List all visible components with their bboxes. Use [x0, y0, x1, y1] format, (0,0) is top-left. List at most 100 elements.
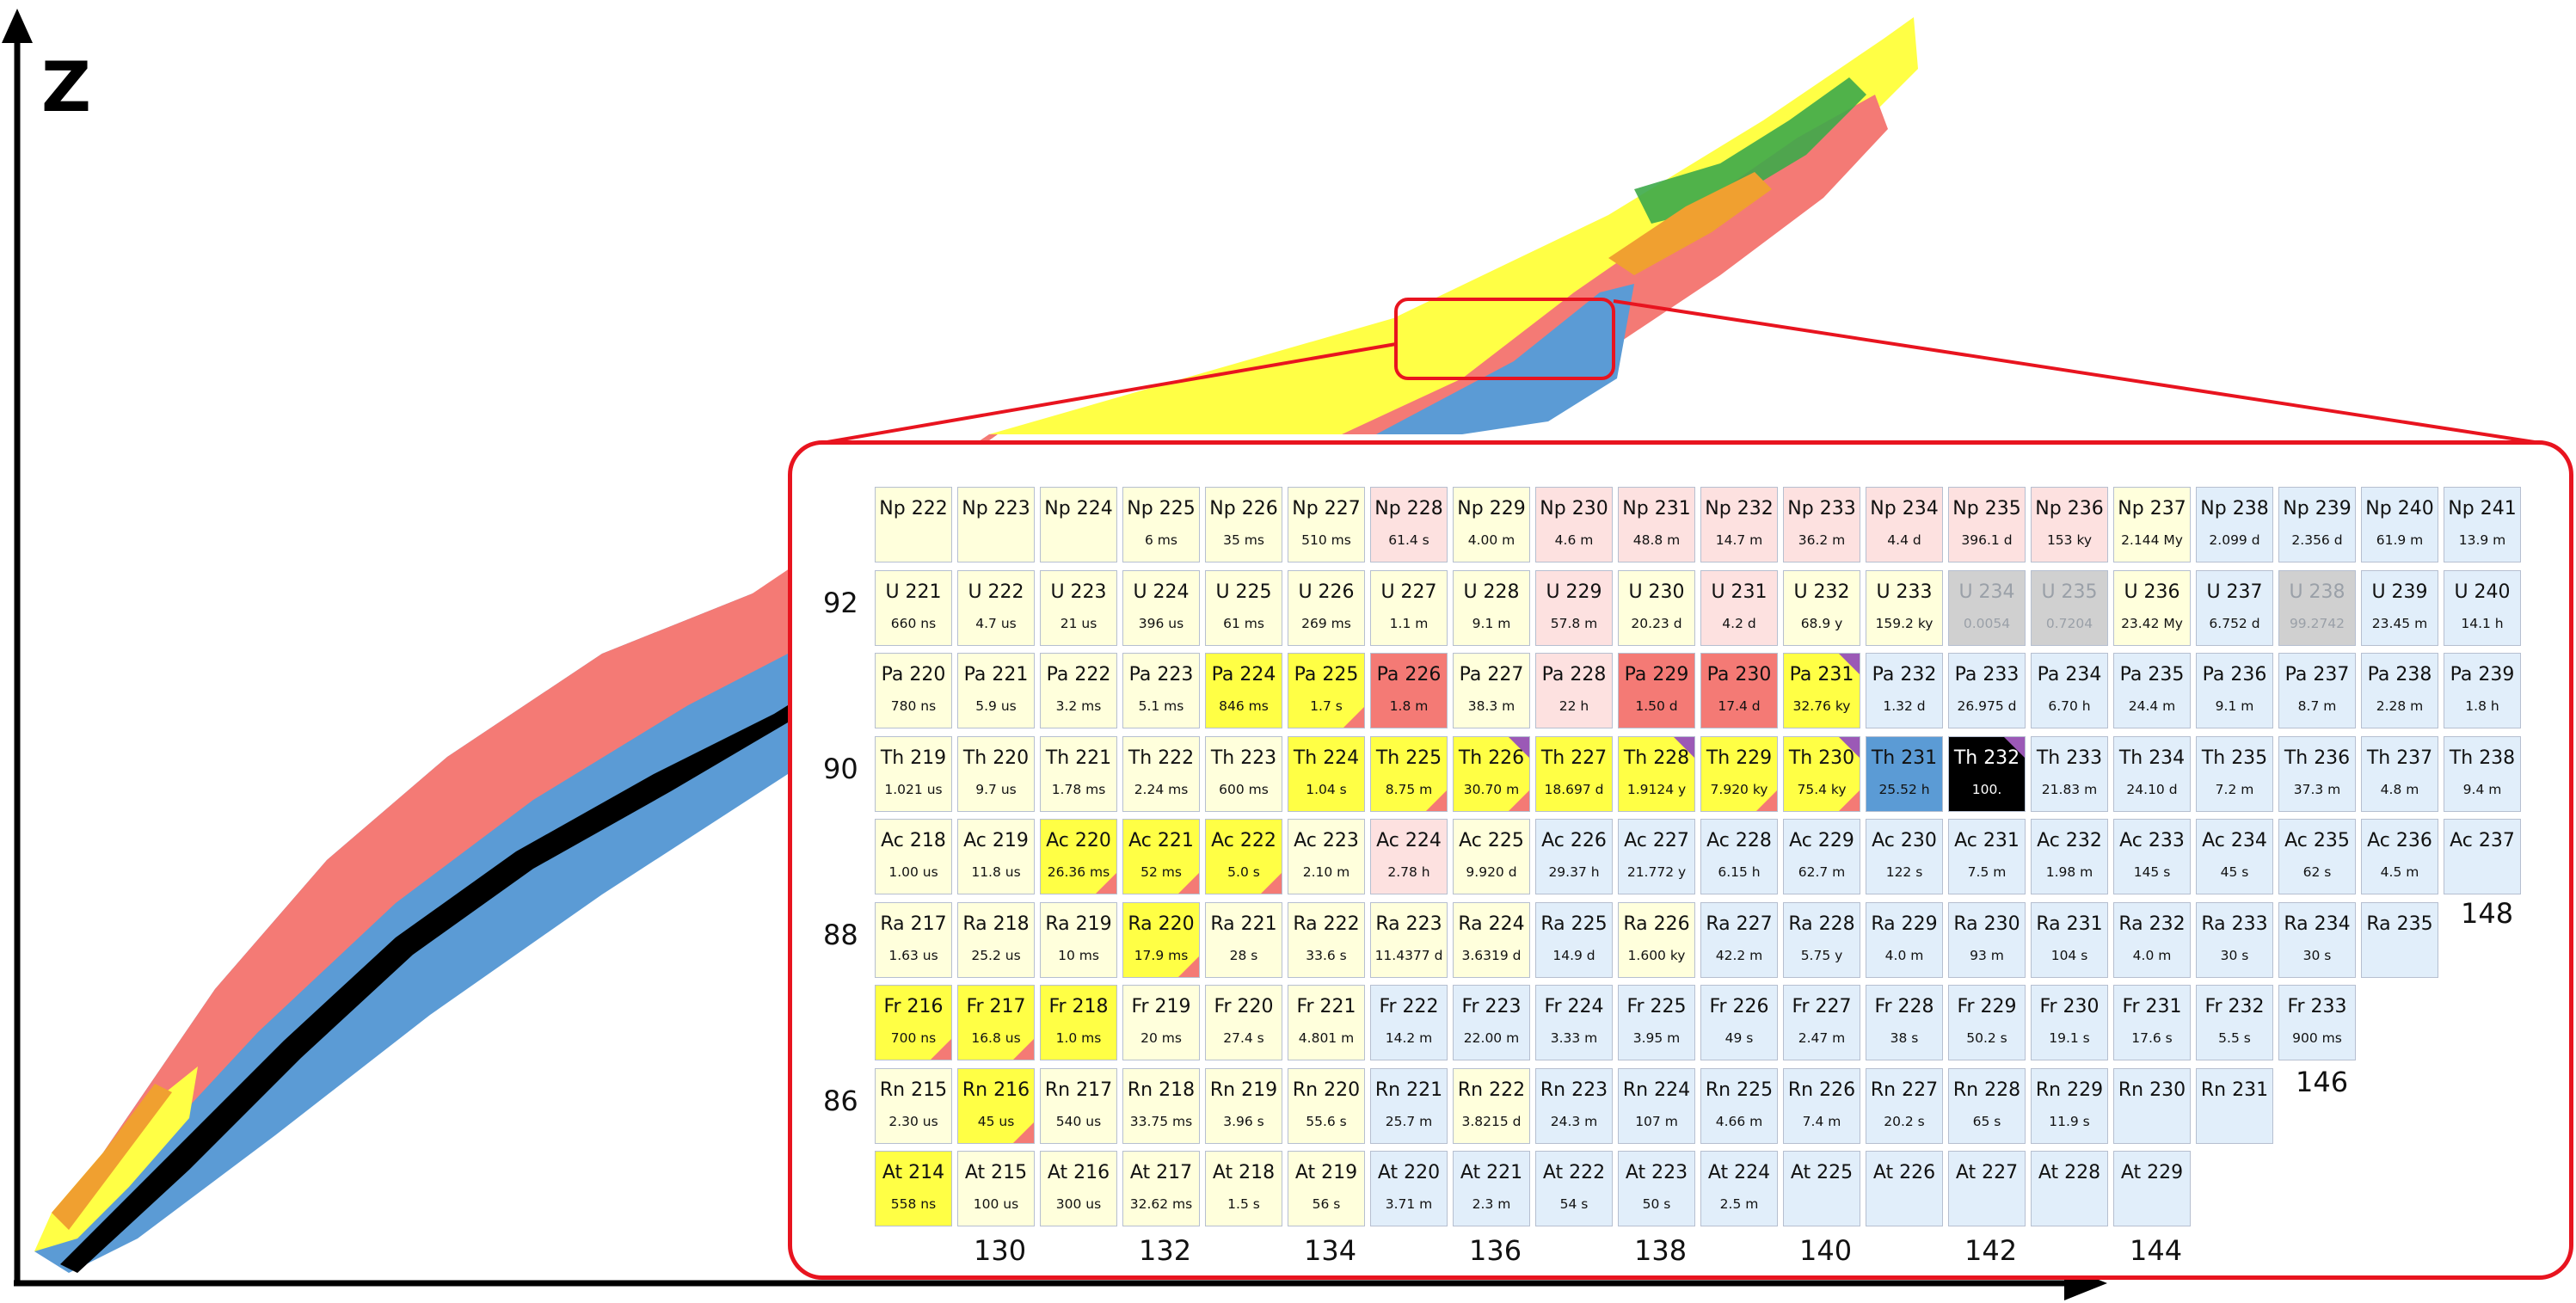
nuclide-cell: At 223 50 s — [1618, 1151, 1695, 1226]
nuclide-half-life: 2.47 m — [1784, 1030, 1860, 1046]
nuclide-half-life: 14.2 m — [1371, 1030, 1447, 1046]
z-label: 90 — [823, 753, 858, 785]
nuclide-name: Np 238 — [2197, 498, 2272, 519]
nuclide-half-life: 700 ns — [876, 1030, 951, 1046]
nuclide-cell: Ac 218 1.00 us — [875, 819, 952, 894]
nuclide-cell: U 229 57.8 m — [1535, 570, 1613, 646]
nuclide-name: U 236 — [2114, 581, 2190, 603]
nuclide-half-life: 22.00 m — [1454, 1030, 1529, 1046]
nuclide-cell: U 234 0.0054 — [1948, 570, 2026, 646]
nuclide-cell: Ac 223 2.10 m — [1288, 819, 1365, 894]
nuclide-name: Fr 230 — [2032, 996, 2107, 1017]
nuclide-cell: Ra 235 — [2361, 902, 2438, 978]
nuclide-name: Np 226 — [1206, 498, 1282, 519]
nuclide-half-life: 540 us — [1041, 1114, 1116, 1129]
nuclide-half-life: 20 ms — [1123, 1030, 1199, 1046]
nuclide-half-life: 1.63 us — [876, 948, 951, 963]
nuclide-name: Th 238 — [2444, 747, 2520, 769]
nuclide-name: Pa 233 — [1949, 664, 2025, 685]
nuclide-half-life: 45 us — [958, 1114, 1034, 1129]
nuclide-cell: Ra 232 4.0 m — [2113, 902, 2191, 978]
nuclide-name: Th 232 — [1949, 747, 2025, 769]
nuclide-half-life: 2.10 m — [1288, 864, 1364, 880]
nuclide-name: Rn 224 — [1619, 1079, 1694, 1101]
nuclide-name: Ra 219 — [1041, 913, 1116, 935]
nuclide-name: U 233 — [1866, 581, 1942, 603]
nuclide-cell: Ra 229 4.0 m — [1866, 902, 1943, 978]
nuclide-cell: Fr 227 2.47 m — [1783, 985, 1860, 1060]
nuclide-name: Ac 234 — [2197, 830, 2272, 851]
nuclide-half-life: 4.7 us — [958, 616, 1034, 631]
nuclide-cell: Th 229 7.920 ky — [1700, 736, 1778, 812]
nuclide-cell: U 227 1.1 m — [1370, 570, 1448, 646]
nuclide-half-life: 396 us — [1123, 616, 1199, 631]
nuclide-cell: Rn 225 4.66 m — [1700, 1068, 1778, 1144]
nuclide-half-life: 54 s — [1536, 1196, 1612, 1212]
nuclide-name: U 240 — [2444, 581, 2520, 603]
nuclide-name: Ra 217 — [876, 913, 951, 935]
nuclide-cell: Rn 227 20.2 s — [1866, 1068, 1943, 1144]
nuclide-name: U 222 — [958, 581, 1034, 603]
nuclide-name: U 235 — [2032, 581, 2107, 603]
nuclide-cell: Ra 225 14.9 d — [1535, 902, 1613, 978]
nuclide-half-life: 23.42 My — [2114, 616, 2190, 631]
nuclide-half-life: 49 s — [1701, 1030, 1777, 1046]
nuclide-cell: At 229 — [2113, 1151, 2191, 1226]
nuclide-name: U 225 — [1206, 581, 1282, 603]
nuclide-name: Rn 218 — [1123, 1079, 1199, 1101]
nuclide-name: Fr 222 — [1371, 996, 1447, 1017]
nuclide-name: Fr 233 — [2279, 996, 2355, 1017]
nuclide-half-life: 600 ms — [1206, 782, 1282, 797]
nuclide-half-life: 68.9 y — [1784, 616, 1860, 631]
nuclide-half-life: 7.2 m — [2197, 782, 2272, 797]
nuclide-half-life: 27.4 s — [1206, 1030, 1282, 1046]
nuclide-half-life: 3.33 m — [1536, 1030, 1612, 1046]
nuclide-name: Th 236 — [2279, 747, 2355, 769]
nuclide-cell: Np 224 — [1040, 487, 1117, 562]
nuclide-cell: Np 235 396.1 d — [1948, 487, 2026, 562]
nuclide-half-life: 4.6 m — [1536, 532, 1612, 548]
nuclide-cell: U 224 396 us — [1122, 570, 1200, 646]
zoom-line-right — [1614, 301, 2546, 444]
nuclide-half-life: 30 s — [2197, 948, 2272, 963]
nuclide-cell: Ac 235 62 s — [2278, 819, 2356, 894]
nuclide-half-life: 4.8 m — [2362, 782, 2438, 797]
nuclide-half-life: 11.9 s — [2032, 1114, 2107, 1129]
nuclide-half-life: 153 ky — [2032, 532, 2107, 548]
nuclide-cell: Ra 227 42.2 m — [1700, 902, 1778, 978]
nuclide-name: Ra 232 — [2114, 913, 2190, 935]
nuclide-name: Pa 229 — [1619, 664, 1694, 685]
nuclide-cell: Fr 220 27.4 s — [1205, 985, 1282, 1060]
nuclide-half-life: 8.75 m — [1371, 782, 1447, 797]
nuclide-name: Np 241 — [2444, 498, 2520, 519]
nuclide-cell: Pa 237 8.7 m — [2278, 653, 2356, 728]
overview-upper-band — [989, 17, 1918, 434]
nuclide-name: Ac 227 — [1619, 830, 1694, 851]
nuclide-name: Fr 227 — [1784, 996, 1860, 1017]
nuclide-name: Ac 236 — [2362, 830, 2438, 851]
nuclide-half-life: 26.975 d — [1949, 698, 2025, 714]
nuclide-cell: Fr 219 20 ms — [1122, 985, 1200, 1060]
nuclide-name: Np 232 — [1701, 498, 1777, 519]
nuclide-cell: Pa 234 6.70 h — [2031, 653, 2108, 728]
nuclide-cell: Ra 233 30 s — [2196, 902, 2273, 978]
nuclide-name: Pa 238 — [2362, 664, 2438, 685]
nuclide-half-life: 33.6 s — [1288, 948, 1364, 963]
nuclide-half-life: 14.9 d — [1536, 948, 1612, 963]
nuclide-cell: Pa 238 2.28 m — [2361, 653, 2438, 728]
nuclide-half-life: 300 us — [1041, 1196, 1116, 1212]
nuclide-cell: At 226 — [1866, 1151, 1943, 1226]
nuclide-cell: Th 219 1.021 us — [875, 736, 952, 812]
nuclide-half-life: 846 ms — [1206, 698, 1282, 714]
nuclide-cell: Np 240 61.9 m — [2361, 487, 2438, 562]
nuclide-name: At 216 — [1041, 1162, 1116, 1183]
nuclide-half-life: 23.45 m — [2362, 616, 2438, 631]
nuclide-name: U 234 — [1949, 581, 2025, 603]
z-label: 86 — [823, 1085, 858, 1117]
nuclide-half-life: 2.78 h — [1371, 864, 1447, 880]
nuclide-cell: Np 230 4.6 m — [1535, 487, 1613, 562]
nuclide-cell: Ra 222 33.6 s — [1288, 902, 1365, 978]
nuclide-half-life: 1.9124 y — [1619, 782, 1694, 797]
nuclide-cell: Th 224 1.04 s — [1288, 736, 1365, 812]
nuclide-cell: At 214 558 ns — [875, 1151, 952, 1226]
